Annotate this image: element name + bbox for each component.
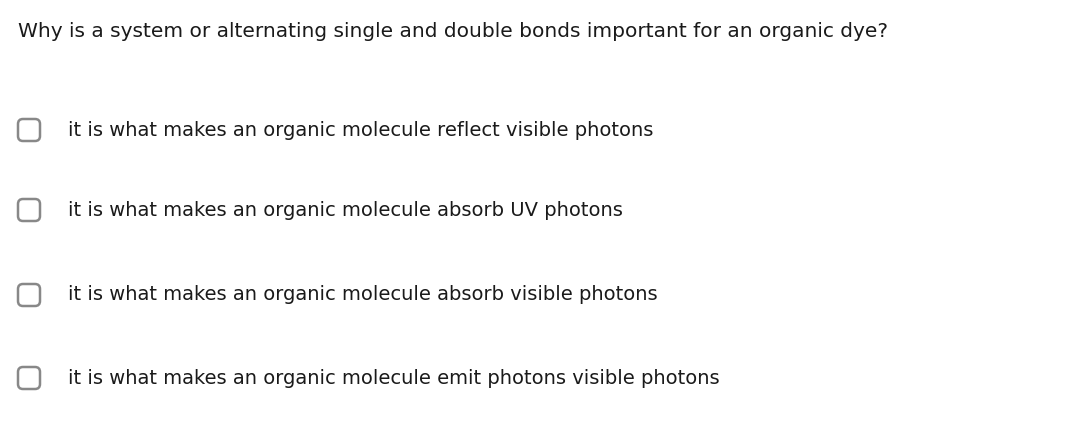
Text: it is what makes an organic molecule absorb UV photons: it is what makes an organic molecule abs…	[68, 201, 623, 220]
FancyBboxPatch shape	[18, 199, 41, 221]
Text: it is what makes an organic molecule emit photons visible photons: it is what makes an organic molecule emi…	[68, 368, 720, 388]
Text: it is what makes an organic molecule absorb visible photons: it is what makes an organic molecule abs…	[68, 286, 658, 305]
FancyBboxPatch shape	[18, 119, 41, 141]
Text: it is what makes an organic molecule reflect visible photons: it is what makes an organic molecule ref…	[68, 121, 653, 139]
FancyBboxPatch shape	[18, 284, 41, 306]
FancyBboxPatch shape	[18, 367, 41, 389]
Text: Why is a system or alternating single and double bonds important for an organic : Why is a system or alternating single an…	[18, 22, 888, 41]
